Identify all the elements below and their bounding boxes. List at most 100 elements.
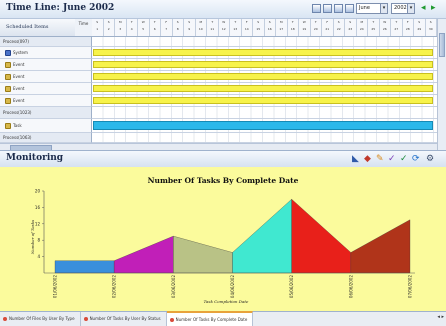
area-segment[interactable] — [54, 260, 115, 274]
chart-settings-icon[interactable]: ⚙ — [426, 154, 435, 164]
row-label[interactable]: Process(097) — [0, 37, 92, 47]
report-tab[interactable]: Number Of Files By User By Type — [0, 312, 81, 326]
event-bar[interactable] — [93, 85, 433, 92]
day-view-icon[interactable] — [312, 4, 321, 13]
day-header-cell[interactable]: S 22 — [334, 19, 345, 36]
row-label[interactable]: Event — [0, 59, 92, 71]
row-label[interactable]: System — [0, 47, 92, 59]
day-header-cell[interactable]: S 30 — [426, 19, 437, 36]
row-label[interactable]: Process(1063) — [0, 133, 92, 143]
timeline-item-row[interactable]: Event — [0, 59, 437, 71]
day-header-cell[interactable]: T 25 — [368, 19, 380, 36]
area-segment[interactable] — [350, 219, 411, 274]
scrollbar-thumb[interactable] — [439, 33, 445, 57]
chart-color-icon[interactable]: ◆ — [364, 154, 371, 164]
tasks-by-complete-date-chart: Number Of Tasks By Complete Date Task Co… — [30, 176, 415, 304]
timeline-vertical-scrollbar[interactable] — [437, 19, 446, 150]
day-header-cell[interactable]: F 28 — [403, 19, 414, 36]
area-segment[interactable] — [232, 198, 292, 274]
day-header-cell[interactable]: S 23 — [345, 19, 357, 36]
event-bar[interactable] — [93, 97, 433, 104]
row-label[interactable]: Event — [0, 95, 92, 107]
day-header-cell[interactable]: T 13 — [230, 19, 242, 36]
year-dropdown-icon[interactable]: ▾ — [407, 4, 414, 13]
month-select[interactable]: June ▾ — [356, 3, 388, 14]
day-header-cell[interactable]: F 14 — [242, 19, 253, 36]
row-timeline-area[interactable] — [92, 83, 437, 95]
day-header-cell[interactable]: S 15 — [253, 19, 265, 36]
day-header-cell[interactable]: W 12 — [219, 19, 230, 36]
row-timeline-area[interactable] — [92, 119, 437, 133]
row-label[interactable]: Event — [0, 71, 92, 83]
day-number: 24 — [359, 27, 364, 31]
chart-options-icon[interactable]: ✓ — [388, 154, 396, 164]
year-select[interactable]: 2002 ▾ — [391, 3, 415, 14]
timeline-group-row[interactable]: Process(097) — [0, 37, 437, 47]
day-of-week: S — [257, 20, 260, 24]
chart-refresh-icon[interactable]: ⟳ — [412, 154, 420, 164]
timeline-item-row[interactable]: Task — [0, 119, 437, 133]
row-timeline-area[interactable] — [92, 95, 437, 107]
day-header-cell[interactable]: T 20 — [311, 19, 322, 36]
event-bar[interactable] — [93, 61, 433, 68]
report-tab[interactable]: Number Of Tasks By User By Status — [81, 312, 167, 326]
timeline-item-row[interactable]: System — [0, 47, 437, 59]
row-timeline-area[interactable] — [92, 47, 437, 59]
row-timeline-area[interactable] — [92, 71, 437, 83]
report-tab[interactable]: Number Of Tasks By Complete Date — [166, 311, 254, 326]
row-timeline-area[interactable] — [92, 37, 437, 47]
year-view-icon[interactable] — [345, 4, 354, 13]
day-header-cell[interactable]: W 19 — [299, 19, 311, 36]
tab-scroll-arrows[interactable]: ◂ ▸ — [437, 314, 444, 320]
month-dropdown-icon[interactable]: ▾ — [380, 4, 387, 13]
day-number: 1 — [96, 27, 99, 31]
day-header-cell[interactable]: M 10 — [196, 19, 207, 36]
chart-type-icon[interactable]: ◣ — [352, 154, 359, 164]
day-header-cell[interactable]: T 11 — [207, 19, 219, 36]
week-view-icon[interactable] — [323, 4, 332, 13]
day-header-cell[interactable]: W 26 — [380, 19, 391, 36]
area-segment[interactable] — [173, 235, 233, 274]
timeline-item-row[interactable]: Event — [0, 71, 437, 83]
row-timeline-area[interactable] — [92, 59, 437, 71]
report-icon — [83, 317, 88, 321]
event-bar[interactable] — [93, 73, 433, 80]
area-segment[interactable] — [291, 198, 351, 274]
chart-export-icon[interactable]: ✓ — [400, 154, 408, 164]
day-header-cell[interactable]: M 24 — [357, 19, 368, 36]
timeline-item-row[interactable]: Event — [0, 83, 437, 95]
area-segment[interactable] — [114, 235, 174, 274]
timeline-group-row[interactable]: Process(1023) — [0, 107, 437, 119]
day-header-cell[interactable]: T 18 — [288, 19, 299, 36]
row-label[interactable]: Event — [0, 83, 92, 95]
timeline-group-row[interactable]: Process(1063) — [0, 133, 437, 143]
day-header-cell[interactable]: S 29 — [414, 19, 426, 36]
y-tick-label: 16 — [35, 205, 41, 210]
next-arrow-icon[interactable]: ▸ — [431, 3, 436, 13]
chart-style-icon[interactable]: ✎ — [376, 154, 384, 164]
event-bar[interactable] — [93, 49, 433, 56]
previous-arrow-icon[interactable]: ◂ — [421, 3, 426, 13]
day-of-week: F — [165, 20, 168, 24]
row-label[interactable]: Task — [0, 119, 92, 133]
day-header-cell[interactable]: T 27 — [391, 19, 403, 36]
month-view-icon[interactable] — [334, 4, 343, 13]
row-timeline-area[interactable] — [92, 133, 437, 143]
row-label[interactable]: Process(1023) — [0, 107, 92, 119]
day-of-week: S — [337, 20, 340, 24]
day-header-cell[interactable]: S 16 — [265, 19, 276, 36]
row-timeline-area[interactable] — [92, 107, 437, 119]
timeline-item-row[interactable]: Event — [0, 95, 437, 107]
day-header-cell[interactable]: F 21 — [322, 19, 334, 36]
day-header-cell[interactable]: M 17 — [276, 19, 288, 36]
task-bar[interactable] — [93, 121, 433, 130]
